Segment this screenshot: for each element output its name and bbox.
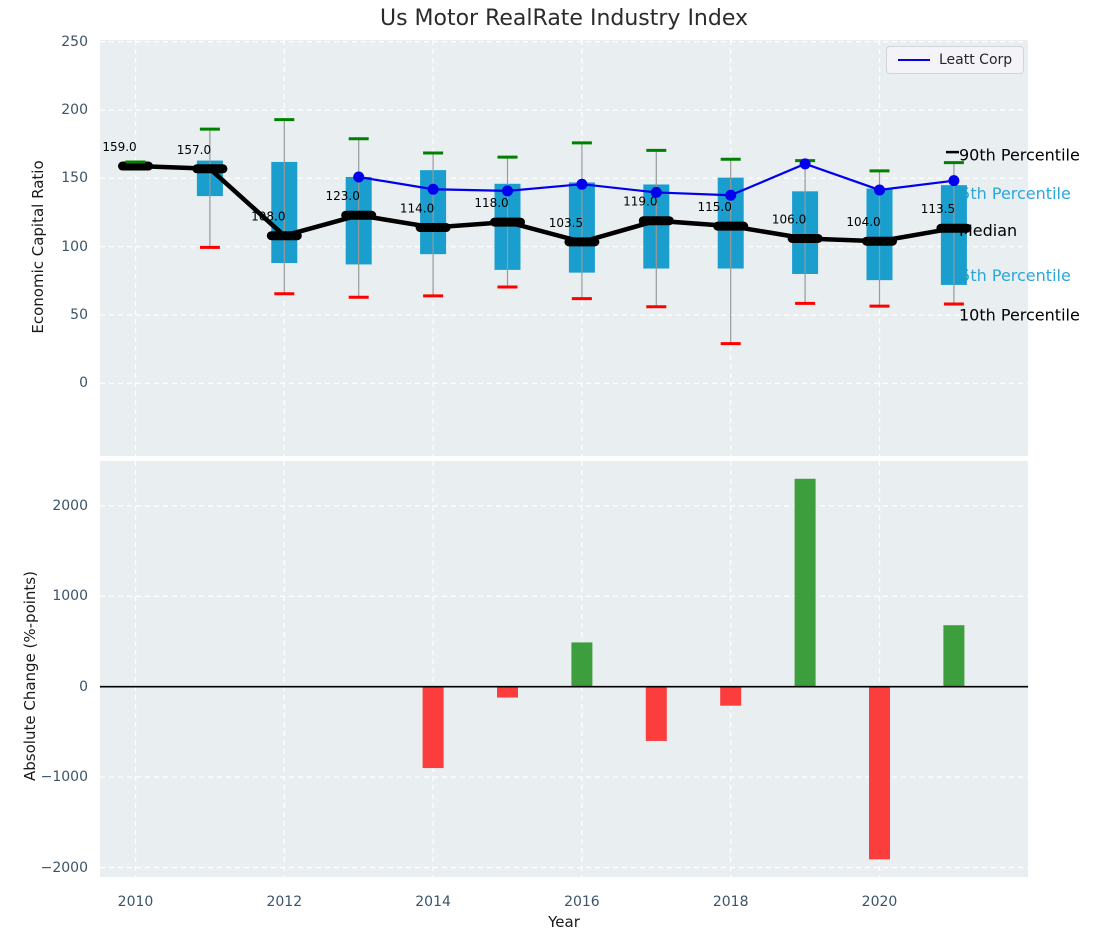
change-bar-2016 xyxy=(571,642,593,687)
median-value-label: 118.0 xyxy=(474,196,508,210)
leatt-corp-marker-2017 xyxy=(650,186,662,198)
bottom-y-tick-label: 2000 xyxy=(52,497,88,514)
median-value-label: 115.0 xyxy=(698,200,732,214)
annotation-10th-percentile: 10th Percentile xyxy=(959,305,1080,324)
leatt-corp-marker-2014 xyxy=(427,183,439,195)
median-value-label: 108.0 xyxy=(251,210,285,224)
boxplot-chart: 75th Percentile 25th Percentile 159.0 157.0… xyxy=(100,40,1080,456)
leatt-corp-marker-2019 xyxy=(799,158,811,170)
median-value-label: 119.0 xyxy=(623,195,657,209)
top-y-tick-label: 200 xyxy=(61,102,88,119)
top-y-tick-label: 100 xyxy=(61,238,88,255)
x-axis-title: Year xyxy=(548,913,580,931)
annotation-75th-percentile: 75th Percentile xyxy=(950,184,1071,203)
legend-line-sample xyxy=(898,59,930,61)
chart-title: Us Motor RealRate Industry Index xyxy=(379,6,749,31)
change-bar-2021 xyxy=(943,625,965,687)
leatt-corp-marker-2018 xyxy=(725,189,737,201)
median-value-label: 114.0 xyxy=(400,202,434,216)
median-value-label: 113.5 xyxy=(921,202,955,216)
change-bar-2018 xyxy=(720,686,742,706)
leatt-corp-marker-2021 xyxy=(948,175,960,187)
x-tick-label: 2010 xyxy=(117,894,154,910)
annotation-median: Median xyxy=(959,221,1017,240)
leatt-corp-marker-2013 xyxy=(353,171,365,183)
x-tick-label: 2014 xyxy=(415,894,451,910)
x-tick-label: 2012 xyxy=(266,894,303,910)
change-bar-2017 xyxy=(645,686,667,741)
top-axes: 75th Percentile 25th Percentile 159.0 157.0… xyxy=(100,40,1080,456)
change-bar-2019 xyxy=(794,478,816,687)
leatt-corp-marker-2016 xyxy=(576,178,588,190)
median-value-label: 103.5 xyxy=(549,216,583,230)
annotation-90th-percentile: 90th Percentile xyxy=(959,146,1080,165)
annotation-25th-percentile: 25th Percentile xyxy=(950,266,1071,285)
x-tick-label: 2018 xyxy=(712,894,749,910)
x-tick-label: 2020 xyxy=(861,894,898,910)
median-value-label: 123.0 xyxy=(326,189,360,203)
top-y-tick-label: 50 xyxy=(70,306,88,323)
change-bar-2015 xyxy=(497,686,518,698)
top-y-tick-label: 150 xyxy=(61,170,88,187)
bottom-y-tick-label: −2000 xyxy=(40,859,88,876)
change-bar-2014 xyxy=(422,686,444,769)
legend: Leatt Corp xyxy=(886,46,1025,74)
bottom-y-tick-label: 1000 xyxy=(52,588,88,605)
change-bar-chart xyxy=(100,461,1028,877)
top-y-tick-label: 250 xyxy=(61,33,88,50)
bottom-axes xyxy=(100,461,1028,877)
median-value-label: 157.0 xyxy=(177,143,211,157)
median-line xyxy=(135,163,955,245)
bottom-y-tick-label: −1000 xyxy=(40,769,88,786)
bottom-y-tick-label: 0 xyxy=(79,678,88,695)
legend-label: Leatt Corp xyxy=(939,52,1013,68)
leatt-corp-marker-2015 xyxy=(502,185,513,197)
top-y-tick-label: 0 xyxy=(79,375,88,392)
median-value-label: 106.0 xyxy=(772,212,806,226)
median-value-label: 159.0 xyxy=(102,140,136,154)
median-value-label: 104.0 xyxy=(846,215,880,229)
change-bar-2020 xyxy=(869,686,890,860)
x-tick-label: 2016 xyxy=(564,894,600,910)
leatt-corp-marker-2020 xyxy=(874,184,885,196)
